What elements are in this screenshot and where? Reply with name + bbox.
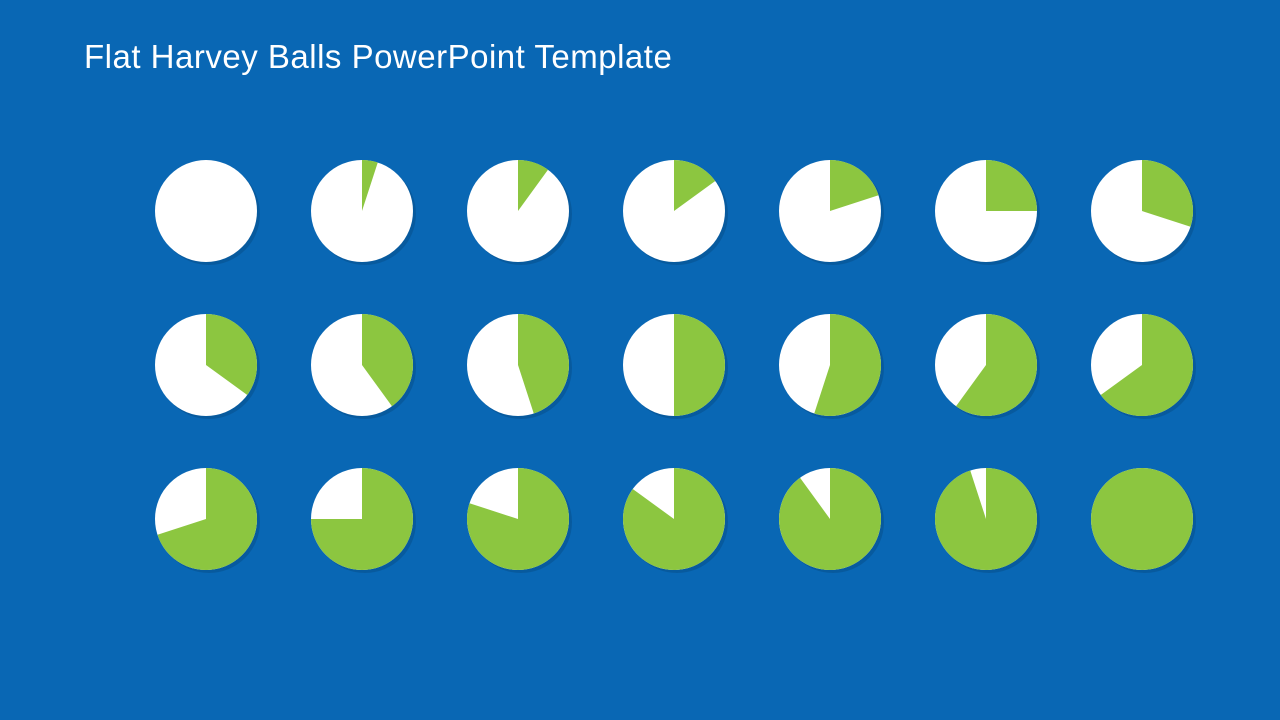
harvey-ball xyxy=(155,468,257,570)
harvey-ball xyxy=(1091,468,1193,570)
harvey-ball-icon xyxy=(623,468,725,570)
harvey-ball-icon xyxy=(155,314,257,416)
harvey-ball-icon xyxy=(311,160,413,262)
harvey-ball xyxy=(935,160,1037,262)
page-title: Flat Harvey Balls PowerPoint Template xyxy=(84,38,672,76)
harvey-ball xyxy=(779,160,881,262)
harvey-ball xyxy=(467,160,569,262)
harvey-ball xyxy=(623,314,725,416)
harvey-ball xyxy=(155,314,257,416)
harvey-ball-icon xyxy=(935,468,1037,570)
harvey-ball xyxy=(311,314,413,416)
harvey-ball xyxy=(467,314,569,416)
harvey-ball-icon xyxy=(155,160,257,262)
harvey-ball xyxy=(623,160,725,262)
harvey-ball-grid xyxy=(155,160,1193,570)
harvey-ball-icon xyxy=(623,160,725,262)
harvey-ball-icon xyxy=(779,160,881,262)
harvey-ball-icon xyxy=(623,314,725,416)
harvey-ball xyxy=(935,468,1037,570)
harvey-ball-icon xyxy=(1091,468,1193,570)
harvey-ball-icon xyxy=(779,314,881,416)
harvey-ball xyxy=(779,314,881,416)
harvey-ball-icon xyxy=(1091,160,1193,262)
harvey-ball-icon xyxy=(155,468,257,570)
harvey-ball-icon xyxy=(311,468,413,570)
harvey-ball-icon xyxy=(467,468,569,570)
harvey-ball-icon xyxy=(311,314,413,416)
harvey-ball-icon xyxy=(467,314,569,416)
harvey-ball xyxy=(311,160,413,262)
harvey-ball xyxy=(779,468,881,570)
slide: Flat Harvey Balls PowerPoint Template xyxy=(0,0,1280,720)
harvey-ball-icon xyxy=(935,160,1037,262)
harvey-ball xyxy=(155,160,257,262)
harvey-ball-icon xyxy=(779,468,881,570)
harvey-ball xyxy=(623,468,725,570)
harvey-ball-icon xyxy=(1091,314,1193,416)
harvey-ball-icon xyxy=(467,160,569,262)
harvey-ball xyxy=(1091,314,1193,416)
harvey-ball xyxy=(311,468,413,570)
harvey-ball xyxy=(1091,160,1193,262)
harvey-ball xyxy=(467,468,569,570)
harvey-ball xyxy=(935,314,1037,416)
harvey-ball-icon xyxy=(935,314,1037,416)
